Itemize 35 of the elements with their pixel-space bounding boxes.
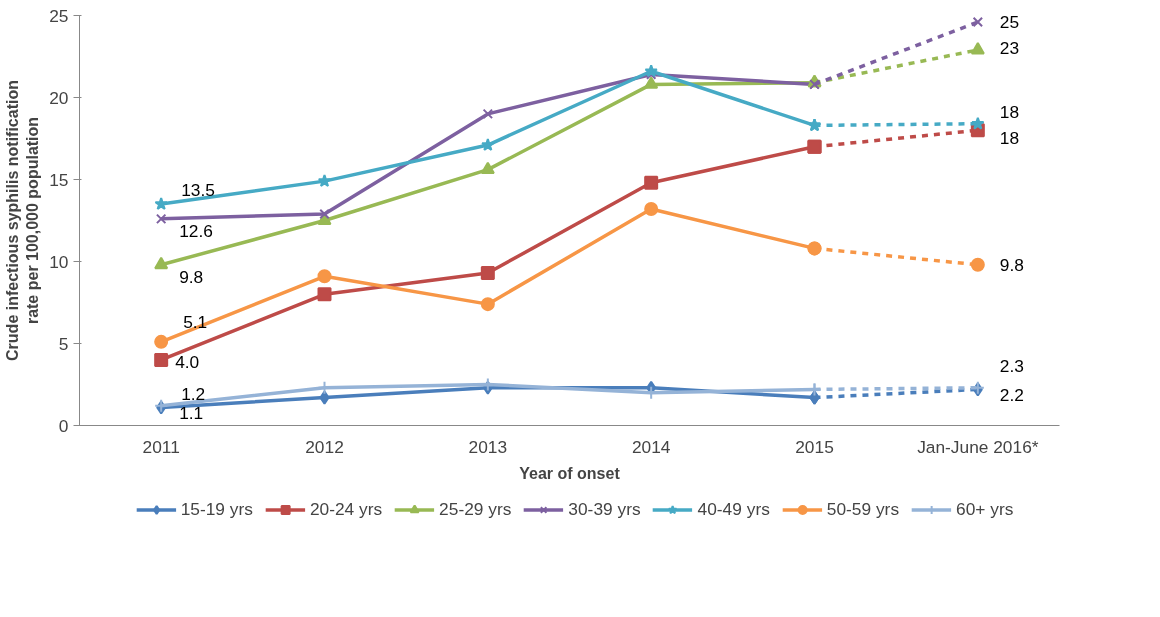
y-tick-label: 0 (58, 415, 69, 436)
y-tick-label: 5 (58, 333, 69, 354)
legend-label: 50-59 yrs (826, 498, 900, 520)
x-tick-label: 2013 (468, 436, 508, 457)
legend-label: 15-19 yrs (180, 498, 253, 520)
x-tick-label: 2011 (142, 436, 180, 457)
data-label: 18 (999, 128, 1020, 149)
data-label: 12.6 (179, 220, 213, 241)
x-tick-label: 2014 (631, 436, 671, 457)
x-tick-label: Jan-June 2016* (917, 436, 1039, 457)
legend-label: 40-49 yrs (697, 498, 770, 520)
data-label: 9.8 (179, 266, 204, 287)
data-label: 2.3 (999, 355, 1024, 376)
data-label: 9.8 (999, 254, 1024, 275)
data-label: 23 (999, 37, 1020, 58)
x-tick-label: 2015 (795, 436, 834, 457)
y-axis-title: Crude infectious syphilis notification rate per 100,000 population (3, 80, 42, 361)
y-tick-label: 10 (49, 251, 69, 272)
data-label: 25 (999, 12, 1020, 33)
y-tick-label: 25 (49, 5, 69, 26)
x-axis-title: Year of onset (519, 464, 621, 482)
legend-label: 60+ yrs (956, 498, 1014, 520)
y-tick-label: 15 (49, 169, 69, 190)
data-label: 1.2 (181, 383, 206, 404)
x-tick-label: 2012 (305, 436, 344, 457)
legend-label: 20-24 yrs (309, 498, 383, 520)
data-label: 13.5 (181, 180, 215, 201)
legend-label: 25-29 yrs (439, 498, 512, 520)
data-label: 5.1 (183, 311, 208, 332)
legend-label: 30-39 yrs (568, 498, 641, 520)
y-tick-label: 20 (49, 87, 69, 108)
data-label: 18 (999, 101, 1020, 122)
data-label: 2.2 (999, 385, 1024, 406)
data-label: 1.1 (179, 403, 204, 424)
data-label: 4.0 (175, 351, 200, 372)
